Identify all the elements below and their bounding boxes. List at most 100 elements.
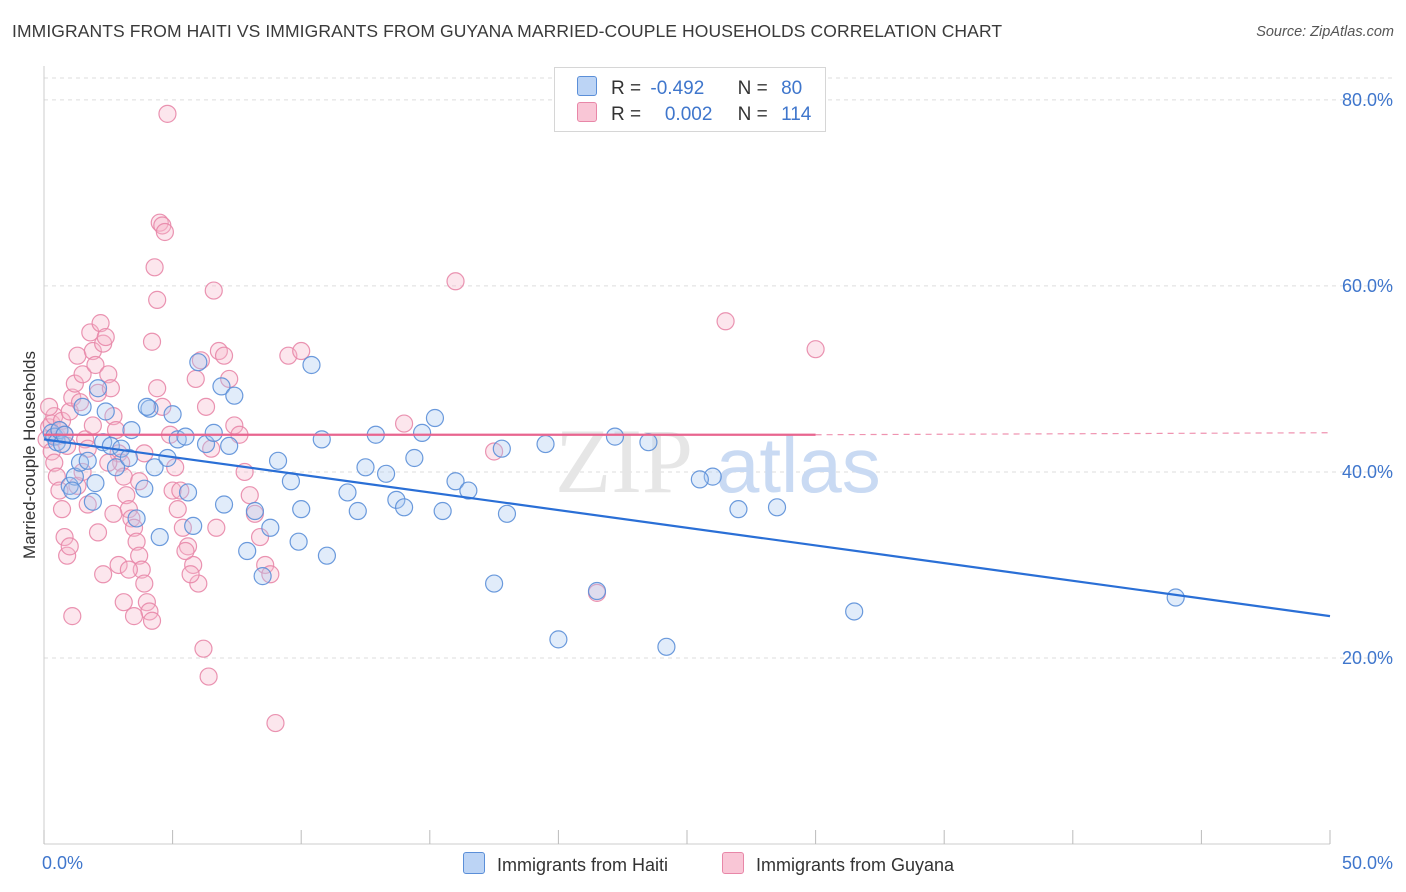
guyana-point: [94, 565, 113, 584]
haiti-point: [214, 495, 234, 514]
guyana-point: [806, 340, 825, 359]
guyana-point: [207, 518, 226, 537]
guyana-point: [155, 222, 174, 242]
legend-r-label: R =: [611, 78, 642, 99]
guyana-point: [181, 565, 200, 584]
haiti-point: [106, 458, 126, 477]
legend-n-value-guyana: 114: [781, 104, 812, 125]
guyana-point: [47, 467, 66, 486]
guyana-point: [196, 397, 216, 416]
guyana-legend-swatch-icon: [722, 852, 744, 874]
grid-layer: [44, 77, 1392, 659]
chart-title: IMMIGRANTS FROM HAITI VS IMMIGRANTS FROM…: [12, 21, 1003, 41]
guyana-point: [68, 346, 87, 365]
haiti-point: [127, 509, 146, 528]
guyana-point: [168, 500, 187, 519]
guyana-point: [91, 314, 110, 333]
guyana-point: [101, 379, 120, 398]
haiti-point: [268, 451, 288, 470]
haiti-point: [356, 458, 375, 477]
legend-item-guyana: Immigrants from Guyana: [722, 852, 954, 876]
legend-r-value-guyana: 0.002: [664, 104, 713, 125]
haiti-trend-line: [43, 438, 1331, 618]
haiti-point: [204, 423, 223, 442]
haiti-point: [587, 581, 607, 601]
haiti-point: [459, 481, 478, 500]
guyana-point: [124, 607, 144, 626]
haiti-point: [140, 399, 159, 418]
haiti-point: [225, 386, 244, 405]
guyana-point: [158, 104, 177, 123]
haiti-point: [261, 518, 280, 537]
haiti-point: [497, 504, 517, 523]
guyana-point: [119, 560, 138, 579]
haiti-point: [88, 379, 108, 398]
guyana-point: [166, 458, 185, 477]
legend-row-guyana: R = 0.002 N = 114: [577, 102, 811, 126]
haiti-point: [122, 420, 141, 440]
haiti-point: [549, 630, 568, 649]
guyana-point: [199, 667, 218, 686]
guyana-point: [150, 213, 169, 232]
x-tick-label-min: 0.0%: [42, 853, 83, 873]
y-tick-label: 20.0%: [1342, 648, 1393, 668]
guyana-trend-extension: [815, 432, 1331, 436]
guyana-point: [83, 341, 102, 361]
guyana-point: [292, 341, 311, 361]
guyana-point: [204, 281, 223, 300]
haiti-point: [492, 439, 511, 458]
haiti-point: [312, 430, 331, 449]
haiti-point: [302, 355, 321, 375]
watermark: ZIP atlas: [555, 410, 881, 512]
haiti-point: [176, 427, 195, 446]
haiti-point: [387, 490, 406, 509]
guyana-point: [78, 495, 97, 514]
stats-legend: R = -0.492 N = 80 R = 0.002 N = 114: [554, 67, 826, 132]
haiti-point: [238, 541, 257, 561]
guyana-point: [194, 639, 213, 658]
y-axis-label: Married-couple Households: [20, 351, 39, 559]
haiti-legend-swatch-icon: [463, 852, 485, 874]
guyana-point: [50, 481, 69, 500]
guyana-point: [65, 374, 84, 393]
haiti-point: [137, 397, 156, 416]
haiti-point: [338, 483, 357, 502]
haiti-point: [690, 470, 709, 489]
haiti-point: [245, 501, 265, 521]
haiti-point: [657, 637, 676, 656]
guyana-point: [148, 379, 167, 398]
haiti-point: [135, 479, 154, 498]
guyana-point: [96, 327, 115, 347]
legend-row-haiti: R = -0.492 N = 80: [577, 76, 802, 100]
haiti-point: [253, 567, 272, 586]
haiti-point: [145, 458, 164, 477]
y-tick-label: 40.0%: [1342, 462, 1393, 482]
guyana-point: [109, 555, 128, 575]
haiti-point: [86, 474, 105, 493]
guyana-point: [60, 537, 79, 556]
guyana-point: [250, 527, 270, 547]
guyana-point: [148, 290, 167, 309]
guyana-point: [256, 555, 275, 575]
haiti-point: [292, 500, 311, 519]
guyana-point: [214, 346, 234, 365]
haiti-point: [184, 516, 203, 535]
guyana-point: [88, 523, 108, 542]
guyana-point: [266, 713, 285, 733]
guyana-point: [394, 414, 414, 433]
haiti-point: [1166, 588, 1185, 607]
guyana-point: [52, 500, 72, 519]
guyana-points: [37, 104, 825, 733]
haiti-point: [65, 467, 84, 486]
guyana-point: [40, 397, 59, 416]
haiti-point: [63, 481, 82, 500]
guyana-point: [73, 365, 92, 384]
y-tick-label: 60.0%: [1342, 276, 1393, 296]
haiti-point: [376, 464, 396, 483]
guyana-point: [104, 504, 123, 523]
guyana-point: [42, 442, 61, 461]
guyana-point: [176, 541, 195, 561]
guyana-point: [142, 611, 162, 630]
haiti-point: [212, 377, 231, 396]
